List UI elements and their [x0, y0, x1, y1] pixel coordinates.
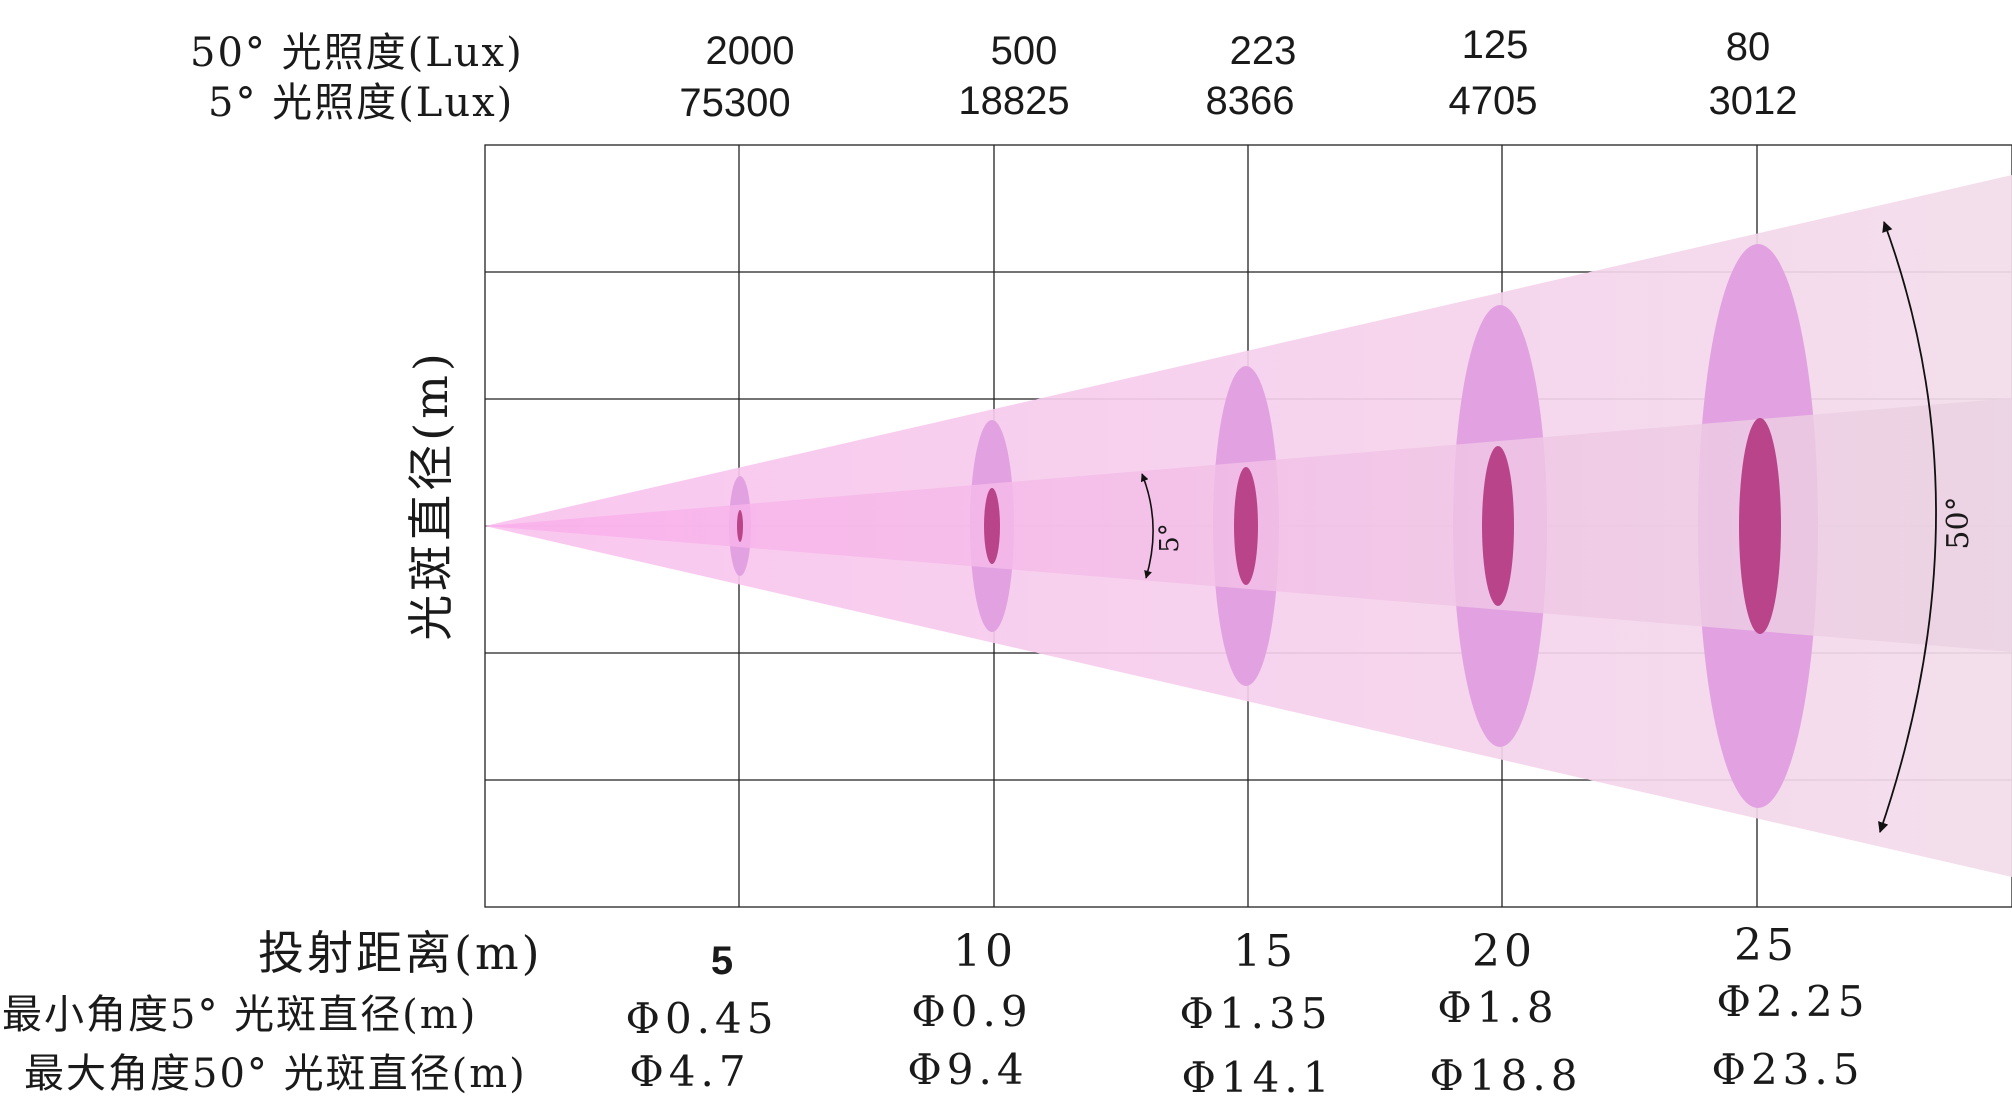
distance-value: 15: [1233, 926, 1297, 977]
y-axis-label: 光斑直径(m): [404, 349, 458, 641]
lux-5-value: 75300: [679, 81, 790, 125]
lux-5-label: 5° 光照度(Lux): [208, 80, 514, 126]
lux-50-values: 2000 500 223 125 80: [706, 23, 1771, 73]
narrow-spots: [737, 418, 1781, 634]
lux-50-label: 50° 光照度(Lux): [190, 30, 524, 76]
wide-angle-arrow: [1878, 220, 1937, 834]
distance-value: 5: [711, 939, 733, 983]
lux-5-value: 4705: [1449, 79, 1538, 123]
min-diameter-value: Φ1.35: [1180, 989, 1333, 1038]
lux-50-value: 2000: [706, 29, 795, 73]
max-diameter-label: 最大角度50° 光斑直径(m): [24, 1051, 527, 1097]
min-diameter-value: Φ2.25: [1717, 977, 1870, 1026]
distance-label: 投射距离(m): [258, 926, 543, 980]
narrow-spot: [1234, 467, 1258, 585]
max-diameter-values: Φ4.7 Φ9.4 Φ14.1 Φ18.8 Φ23.5: [629, 1045, 1865, 1098]
max-diameter-value: Φ18.8: [1430, 1051, 1583, 1098]
lux-50-value: 223: [1230, 29, 1297, 73]
narrow-spot: [1739, 418, 1781, 634]
wide-angle-label: 50°: [1941, 496, 1976, 549]
lux-50-value: 125: [1462, 23, 1529, 67]
narrow-angle-label: 5°: [1155, 523, 1185, 553]
min-diameter-value: Φ1.8: [1437, 983, 1558, 1032]
lux-5-values: 75300 18825 8366 4705 3012: [679, 79, 1797, 125]
max-diameter-value: Φ9.4: [907, 1045, 1028, 1094]
lux-5-value: 3012: [1709, 79, 1798, 123]
narrow-spot: [984, 488, 1000, 564]
distance-value: 20: [1472, 926, 1536, 977]
narrow-spot: [737, 510, 743, 542]
distance-value: 10: [953, 926, 1017, 977]
max-diameter-value: Φ4.7: [629, 1047, 750, 1096]
lux-50-value: 500: [991, 29, 1058, 73]
lux-5-value: 18825: [958, 79, 1069, 123]
min-diameter-values: Φ0.45 Φ0.9 Φ1.35 Φ1.8 Φ2.25: [626, 977, 1870, 1043]
distance-values: 5 10 15 20 25: [711, 920, 1798, 983]
narrow-spot: [1482, 446, 1514, 606]
narrow-angle-arrow: [1140, 473, 1154, 579]
lux-50-value: 80: [1726, 25, 1771, 69]
lux-5-value: 8366: [1206, 79, 1295, 123]
min-diameter-value: Φ0.9: [911, 987, 1032, 1036]
min-diameter-value: Φ0.45: [626, 994, 779, 1043]
max-diameter-value: Φ23.5: [1712, 1045, 1865, 1094]
min-diameter-label: 最小角度5° 光斑直径(m): [2, 992, 477, 1038]
distance-value: 25: [1734, 920, 1798, 971]
max-diameter-value: Φ14.1: [1182, 1053, 1335, 1098]
